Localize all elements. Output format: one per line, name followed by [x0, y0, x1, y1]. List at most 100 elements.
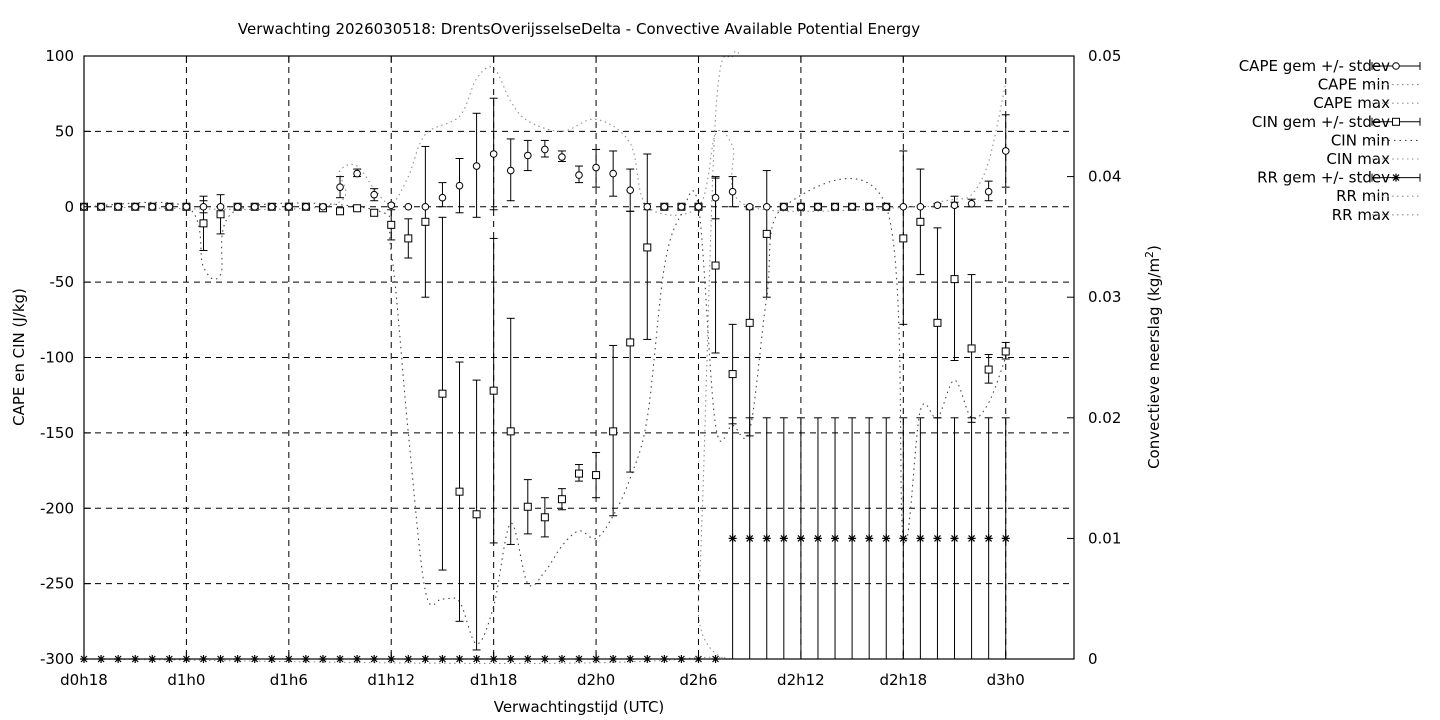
cape-point — [950, 201, 959, 210]
cape-point — [558, 153, 566, 161]
cape-point — [899, 202, 908, 211]
cape-point — [626, 186, 635, 194]
cape-point — [165, 202, 174, 211]
rr-max-line — [83, 50, 740, 665]
y-tick-label: 0 — [64, 198, 74, 216]
data-markers — [80, 145, 1010, 663]
rr-point — [796, 534, 805, 543]
cape-point — [285, 202, 293, 211]
x-tick-label: d1h18 — [470, 671, 518, 689]
cape-point — [541, 145, 549, 154]
cin-point — [711, 261, 720, 270]
legend-label: CIN gem +/- stdev — [1252, 113, 1390, 131]
rr-point — [899, 534, 908, 543]
y-tick-label: -100 — [40, 349, 74, 367]
cape-point — [114, 202, 122, 211]
y-axis-label: CAPE en CIN (J/kg) — [10, 288, 28, 426]
cin-min-line — [83, 177, 1007, 645]
rr-point — [1001, 534, 1010, 543]
cin-point — [421, 217, 430, 226]
cin-point — [540, 513, 549, 522]
cape-point — [660, 202, 669, 211]
legend-square-marker — [1392, 117, 1400, 126]
cape-point — [489, 150, 498, 158]
y-tick-label: -200 — [40, 499, 74, 517]
cape-point — [302, 202, 310, 211]
cin-point — [472, 510, 481, 519]
cin-point — [370, 208, 379, 217]
y2-tick-labels: 0.05 0.04 0.03 0.02 0.01 0 — [1088, 47, 1121, 668]
cape-point — [762, 202, 771, 211]
cape-point — [916, 202, 925, 211]
y2-tick-label: 0.01 — [1088, 529, 1121, 547]
y-tick-label: -150 — [40, 424, 74, 442]
cape-point — [370, 190, 378, 199]
rr-point — [762, 534, 771, 543]
x-tick-label: d0h18 — [60, 671, 108, 689]
x-tick-label: d1h12 — [367, 671, 415, 689]
cape-point — [319, 202, 327, 211]
legend-label: RR min — [1336, 187, 1390, 205]
x-tick-label: d2h6 — [679, 671, 717, 689]
cin-point — [626, 338, 635, 347]
x-tick-labels: d0h18 d1h0 d1h6 d1h12 d1h18 d2h0 d2h6 d2h12 d2h1… — [60, 671, 1025, 689]
rr-point — [950, 534, 959, 543]
legend-circle-marker — [1392, 62, 1400, 70]
x-tick-label: d1h6 — [270, 671, 308, 689]
cape-point — [745, 202, 754, 211]
y2-tick-label: 0.05 — [1088, 47, 1121, 65]
cape-point — [472, 162, 481, 170]
cape-point — [216, 202, 225, 211]
cin-point — [216, 210, 225, 219]
cin-point — [609, 427, 618, 436]
rr-point — [728, 534, 737, 543]
cape-point — [831, 202, 839, 211]
cin-point — [899, 234, 908, 243]
rr-point — [813, 534, 822, 543]
cin-point — [506, 427, 515, 436]
cape-point — [233, 202, 242, 211]
cape-point — [182, 202, 191, 211]
cin-point — [199, 219, 208, 228]
cin-point — [387, 220, 396, 229]
cin-point — [933, 318, 942, 327]
x-axis-label: Verwachtingstijd (UTC) — [494, 698, 665, 716]
cin-point — [336, 207, 345, 216]
cape-point — [728, 187, 737, 196]
cape-point — [336, 183, 344, 191]
cin-point — [762, 229, 771, 238]
x-tick-label: d2h12 — [777, 671, 825, 689]
cape-point — [865, 202, 873, 211]
rr-point — [882, 534, 891, 543]
cin-point — [984, 365, 993, 374]
axis-ticks — [83, 55, 1074, 660]
cin-point — [557, 495, 566, 504]
rr-point — [933, 534, 942, 543]
cape-point — [814, 202, 822, 211]
cin-point — [916, 217, 925, 226]
rr-point — [967, 534, 976, 543]
chart-title: Verwachting 2026030518: DrentsOverijssel… — [238, 20, 920, 38]
cin-point — [489, 386, 498, 395]
y-tick-label: -250 — [40, 575, 74, 593]
y-tick-labels: 100 50 0 -50 -100 -150 -200 -250 -300 — [40, 47, 74, 668]
cin-point — [1001, 347, 1010, 356]
cape-point — [967, 199, 976, 208]
cin-point — [643, 243, 652, 252]
cin-point — [353, 204, 362, 213]
cape-point — [148, 202, 157, 211]
cape-point — [421, 202, 430, 211]
error-bars — [199, 97, 1010, 660]
y-tick-label: 50 — [55, 122, 74, 140]
y2-axis-label-end: ) — [1145, 245, 1163, 251]
cape-point — [711, 193, 720, 202]
cape-point — [267, 202, 276, 211]
cin-point — [728, 370, 737, 379]
cin-point — [745, 318, 754, 327]
cape-point — [780, 202, 788, 211]
cin-point — [575, 469, 583, 478]
legend-label: CAPE max — [1313, 94, 1390, 112]
cape-point — [677, 202, 686, 211]
y2-tick-label: 0 — [1088, 650, 1098, 668]
